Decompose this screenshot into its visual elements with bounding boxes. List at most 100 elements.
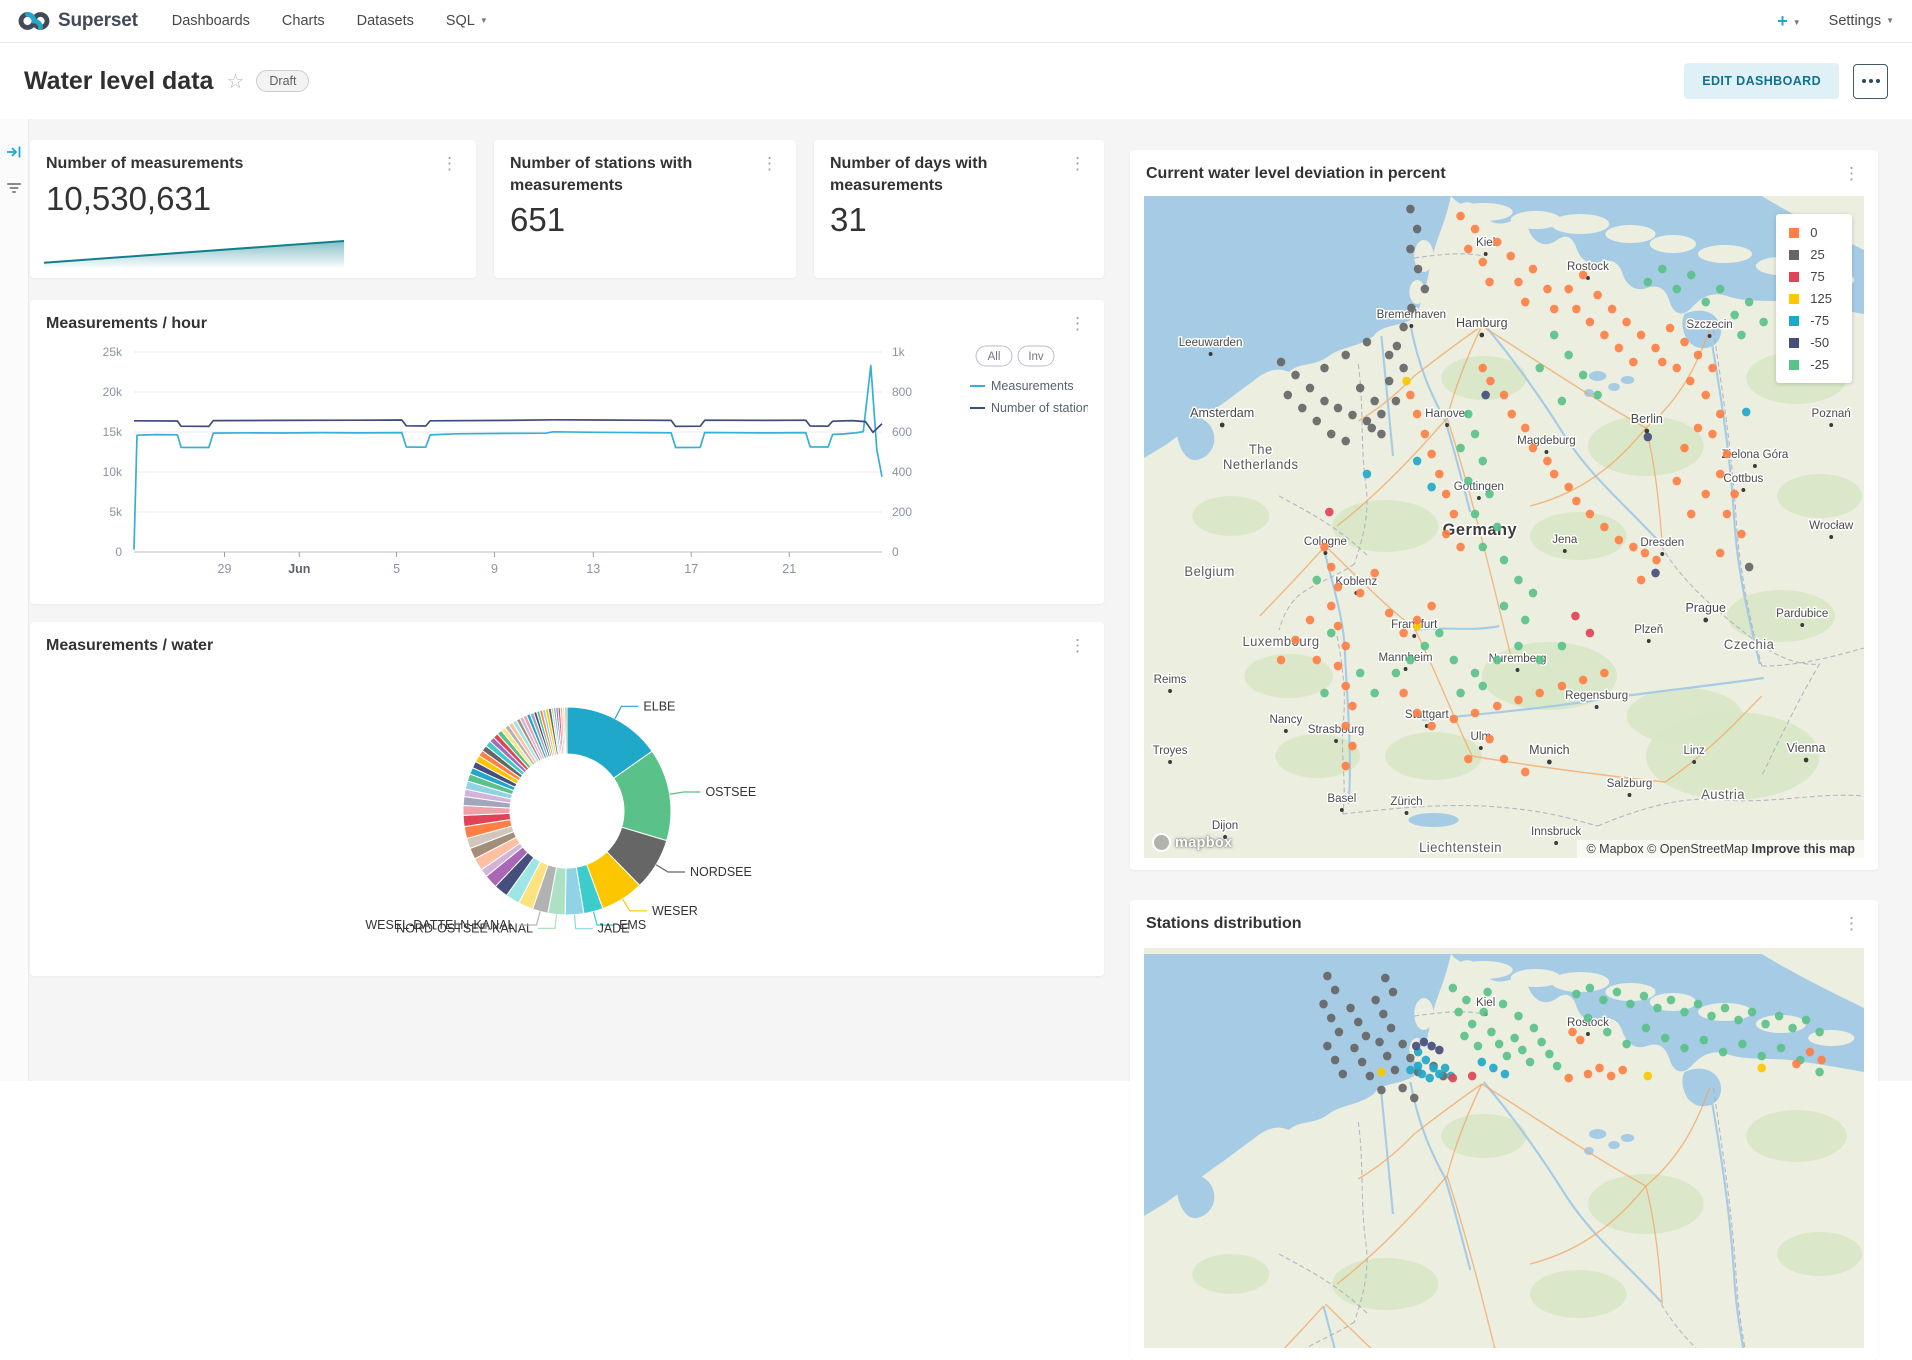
chart-card-measurements-water: Measurements / water ⋮ ELBEOSTSEENORDSEE… <box>30 622 1104 976</box>
map-legend: 0 25 75 125 -75 -50 -25 <box>1776 214 1852 383</box>
svg-text:WESEL-DATTELN-KANAL: WESEL-DATTELN-KANAL <box>365 918 514 932</box>
main-nav: Dashboards Charts Datasets SQL▼ <box>172 13 488 29</box>
nav-item-charts[interactable]: Charts <box>282 13 325 29</box>
card-menu-icon[interactable]: ⋮ <box>1839 163 1864 184</box>
navbar: Superset Dashboards Charts Datasets SQL▼… <box>0 0 1912 43</box>
settings-menu[interactable]: Settings▼ <box>1829 13 1894 29</box>
legend-item-125[interactable]: 125 <box>1789 291 1832 306</box>
svg-text:Cottbus: Cottbus <box>1723 472 1763 485</box>
svg-text:Pardubice: Pardubice <box>1776 607 1829 620</box>
favorite-star-icon[interactable]: ☆ <box>226 69 244 94</box>
superset-infinity-icon <box>18 8 50 34</box>
svg-text:17: 17 <box>684 562 698 576</box>
kpi-card-days: Number of days with measurements ⋮ 31 <box>814 140 1104 278</box>
svg-text:Mannheim: Mannheim <box>1379 651 1433 664</box>
card-menu-icon[interactable]: ⋮ <box>1065 153 1090 174</box>
svg-text:Amsterdam: Amsterdam <box>1190 405 1254 420</box>
svg-text:Szczecin: Szczecin <box>1686 318 1732 331</box>
svg-text:NORDSEE: NORDSEE <box>690 865 752 879</box>
svg-text:All: All <box>988 351 1001 363</box>
svg-text:13: 13 <box>586 562 600 576</box>
svg-text:Magdeburg: Magdeburg <box>1517 434 1576 447</box>
superset-logo[interactable]: Superset <box>18 8 138 34</box>
line-chart[interactable]: 005k20010k40015k60020k80025k1k29Jun59131… <box>46 344 1088 596</box>
svg-text:Poznań: Poznań <box>1812 407 1851 420</box>
svg-text:0: 0 <box>115 545 122 559</box>
svg-text:Rostock: Rostock <box>1567 260 1609 273</box>
svg-text:Göttingen: Göttingen <box>1454 480 1504 493</box>
chevron-down-icon: ▼ <box>1793 18 1801 27</box>
svg-text:Belgium: Belgium <box>1184 564 1234 579</box>
svg-text:Salzburg: Salzburg <box>1607 777 1653 790</box>
legend-item-75[interactable]: 75 <box>1789 269 1832 284</box>
svg-text:400: 400 <box>892 465 912 479</box>
svg-text:600: 600 <box>892 425 912 439</box>
dashboard-more-button[interactable] <box>1853 64 1888 99</box>
kpi-card-measurements: Number of measurements ⋮ 10,530,631 <box>30 140 476 278</box>
svg-text:Berlin: Berlin <box>1631 411 1663 426</box>
card-menu-icon[interactable]: ⋮ <box>757 153 782 174</box>
svg-text:Wrocław: Wrocław <box>1809 519 1854 532</box>
svg-text:5k: 5k <box>109 505 123 519</box>
card-title: Number of stations with measurements <box>510 153 757 196</box>
svg-text:Munich: Munich <box>1529 742 1569 757</box>
svg-text:Measurements: Measurements <box>991 379 1074 393</box>
nav-item-sql[interactable]: SQL▼ <box>446 13 488 29</box>
card-title: Number of measurements <box>46 153 251 175</box>
svg-text:Germany: Germany <box>1443 520 1518 539</box>
filter-bar-collapsed[interactable] <box>0 119 29 1081</box>
card-title: Stations distribution <box>1146 913 1310 935</box>
donut-chart[interactable]: ELBEOSTSEENORDSEEWESEREMSJADENORD-OSTSEE… <box>46 666 1088 968</box>
svg-text:Kiel: Kiel <box>1476 996 1495 1009</box>
svg-text:Reims: Reims <box>1154 673 1187 686</box>
svg-text:Troyes: Troyes <box>1153 744 1188 757</box>
stations-map-canvas[interactable]: KielRostock <box>1144 948 1864 1348</box>
edit-dashboard-button[interactable]: EDIT DASHBOARD <box>1684 63 1839 99</box>
card-menu-icon[interactable]: ⋮ <box>1839 913 1864 934</box>
svg-text:29: 29 <box>218 562 232 576</box>
svg-text:Innsbruck: Innsbruck <box>1531 825 1581 838</box>
card-title: Measurements / hour <box>46 313 215 335</box>
svg-text:Plzeň: Plzeň <box>1634 623 1663 636</box>
svg-text:OSTSEE: OSTSEE <box>705 785 756 799</box>
page-title: Water level data <box>24 67 213 96</box>
svg-text:Strasbourg: Strasbourg <box>1308 723 1365 736</box>
svg-text:WESER: WESER <box>652 904 698 918</box>
chevron-down-icon: ▼ <box>480 16 488 25</box>
brand-name: Superset <box>58 10 138 32</box>
svg-text:Basel: Basel <box>1327 792 1356 805</box>
kpi-card-stations: Number of stations with measurements ⋮ 6… <box>494 140 796 278</box>
mapbox-icon <box>1152 833 1171 852</box>
chart-card-deviation-map: Current water level deviation in percent… <box>1130 150 1878 870</box>
svg-text:Liechtenstein: Liechtenstein <box>1419 840 1502 855</box>
svg-text:5: 5 <box>393 562 400 576</box>
card-menu-icon[interactable]: ⋮ <box>1065 313 1090 334</box>
nav-item-datasets[interactable]: Datasets <box>357 13 414 29</box>
svg-text:Jun: Jun <box>288 562 310 576</box>
svg-text:9: 9 <box>491 562 498 576</box>
legend-item-0[interactable]: 0 <box>1789 225 1832 240</box>
chart-legend: AllInvMeasurementsNumber of stations <box>970 346 1088 415</box>
svg-text:800: 800 <box>892 385 912 399</box>
improve-map-link[interactable]: Improve this map <box>1752 842 1856 856</box>
expand-filters-icon[interactable] <box>6 144 23 160</box>
nav-item-dashboards[interactable]: Dashboards <box>172 13 250 29</box>
mapbox-logo[interactable]: mapbox <box>1152 833 1232 852</box>
kpi-value: 651 <box>494 198 796 239</box>
filter-icon[interactable] <box>5 180 23 196</box>
svg-text:Kiel: Kiel <box>1476 236 1495 249</box>
svg-text:Zürich: Zürich <box>1390 795 1422 808</box>
card-menu-icon[interactable]: ⋮ <box>1065 635 1090 656</box>
map-attribution: © Mapbox © OpenStreetMap Improve this ma… <box>1577 840 1864 858</box>
legend-item--50[interactable]: -50 <box>1789 335 1832 350</box>
new-item-button[interactable]: +▼ <box>1777 11 1800 32</box>
svg-text:25k: 25k <box>103 345 123 359</box>
legend-item--25[interactable]: -25 <box>1789 357 1832 372</box>
svg-text:Czechia: Czechia <box>1724 637 1775 652</box>
legend-item--75[interactable]: -75 <box>1789 313 1832 328</box>
svg-text:Zielona Góra: Zielona Góra <box>1721 448 1788 461</box>
legend-item-25[interactable]: 25 <box>1789 247 1832 262</box>
svg-text:Austria: Austria <box>1701 787 1745 802</box>
card-menu-icon[interactable]: ⋮ <box>437 153 462 174</box>
deviation-map-canvas[interactable]: LeeuwardenAmsterdamTheNetherlandsBremerh… <box>1144 196 1864 858</box>
